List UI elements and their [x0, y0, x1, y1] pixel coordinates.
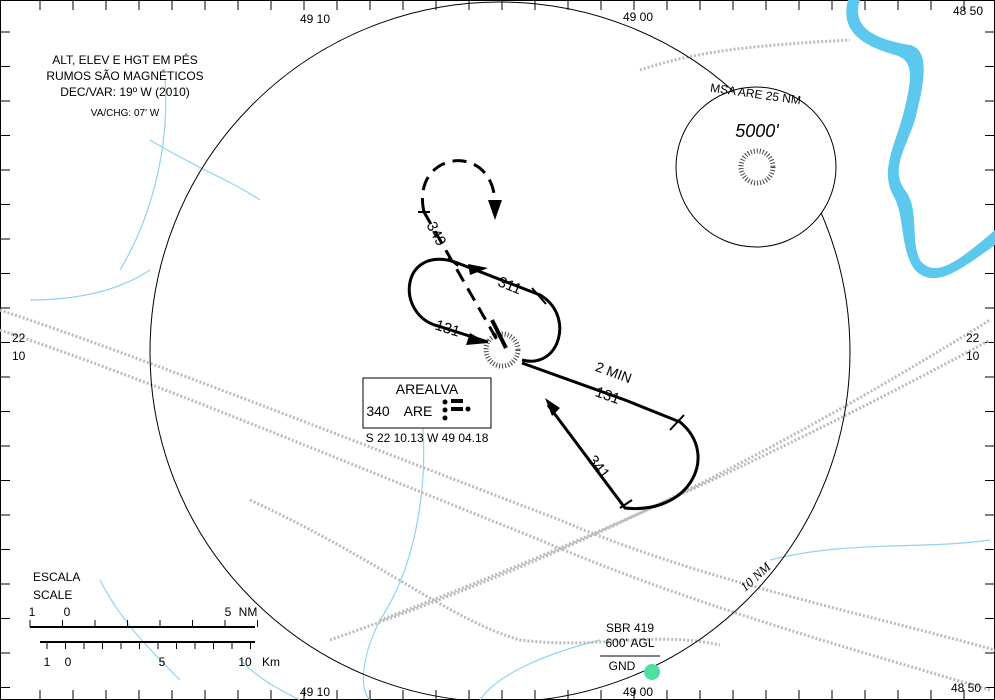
- msa-navaid: [738, 148, 776, 186]
- arrow: [468, 264, 488, 275]
- scale-label: 5: [159, 655, 166, 669]
- morse: [442, 399, 471, 421]
- note: VA/CHG: 07' W: [91, 108, 160, 119]
- track-dashed: [422, 211, 502, 346]
- scale-label: 10: [238, 655, 252, 669]
- msa-circle: [675, 86, 837, 248]
- stream: [29, 79, 991, 700]
- scale-label: 1: [29, 605, 36, 619]
- fix-ticks: [418, 211, 685, 509]
- ndb-symbol: [483, 331, 521, 369]
- grid-label: 48 50: [953, 4, 983, 18]
- scale-title: SCALE: [33, 588, 72, 602]
- note: RUMOS SÃO MAGNÉTICOS: [46, 68, 203, 83]
- grid-label: 10: [966, 349, 980, 363]
- navaid-ident: ARE: [404, 403, 433, 419]
- holding-left: [407, 258, 489, 344]
- obstacle-base: GND: [609, 659, 636, 673]
- scale-label: 0: [65, 655, 72, 669]
- grid-label: 49 00: [623, 685, 653, 699]
- 10nm-ring: [149, 1, 851, 700]
- navaid-name: AREALVA: [396, 381, 459, 397]
- grid-label: 49 10: [300, 685, 330, 699]
- river: [846, 0, 995, 279]
- note: DEC/VAR: 19º W (2010): [60, 85, 190, 99]
- grid-label: 22: [12, 331, 26, 345]
- holding-dashed: [420, 159, 497, 213]
- grid-label: 48 50: [951, 681, 981, 695]
- msa-altitude: 5000': [735, 121, 779, 141]
- scale-bars: 1 0 5 NM1 0 5 10 Km: [29, 605, 280, 669]
- time-label: 2 MIN: [593, 358, 634, 386]
- road: [639, 38, 851, 72]
- scale-label: NM: [239, 605, 258, 619]
- grid-label: 49 00: [623, 10, 653, 24]
- obstacle-marker: [644, 664, 660, 680]
- road: [329, 318, 991, 642]
- scale-label: 1: [44, 655, 51, 669]
- scale-label: 5: [225, 605, 232, 619]
- track-label: 131: [433, 317, 462, 341]
- grid-label: 22: [966, 331, 980, 345]
- scale-label: 0: [64, 605, 71, 619]
- final-course: [490, 319, 508, 349]
- obstacle-name: SBR 419: [606, 621, 654, 635]
- grid-label: 49 10: [300, 12, 330, 26]
- arrow: [488, 200, 502, 220]
- note: ALT, ELEV E HGT EM PÉS: [52, 52, 198, 67]
- holding-right: [521, 361, 700, 511]
- scale-label: Km: [262, 655, 280, 669]
- navaid-coordinates: S 22 10.13 W 49 04.18: [366, 431, 489, 445]
- arrow: [466, 333, 488, 345]
- road: [249, 498, 721, 647]
- obstacle-height: 600' AGL: [606, 636, 655, 650]
- navaid-frequency: 340: [366, 403, 390, 419]
- holding-left-outbound: [454, 260, 562, 363]
- arrow: [545, 398, 560, 416]
- road: [0, 328, 991, 692]
- grid-label: 10: [12, 349, 26, 363]
- track-label: 131: [593, 384, 622, 409]
- track-label: 311: [495, 273, 524, 298]
- scale-title: ESCALA: [33, 570, 80, 584]
- track-label: 349: [423, 219, 450, 249]
- navaid-box: [362, 377, 492, 429]
- road: [0, 308, 995, 652]
